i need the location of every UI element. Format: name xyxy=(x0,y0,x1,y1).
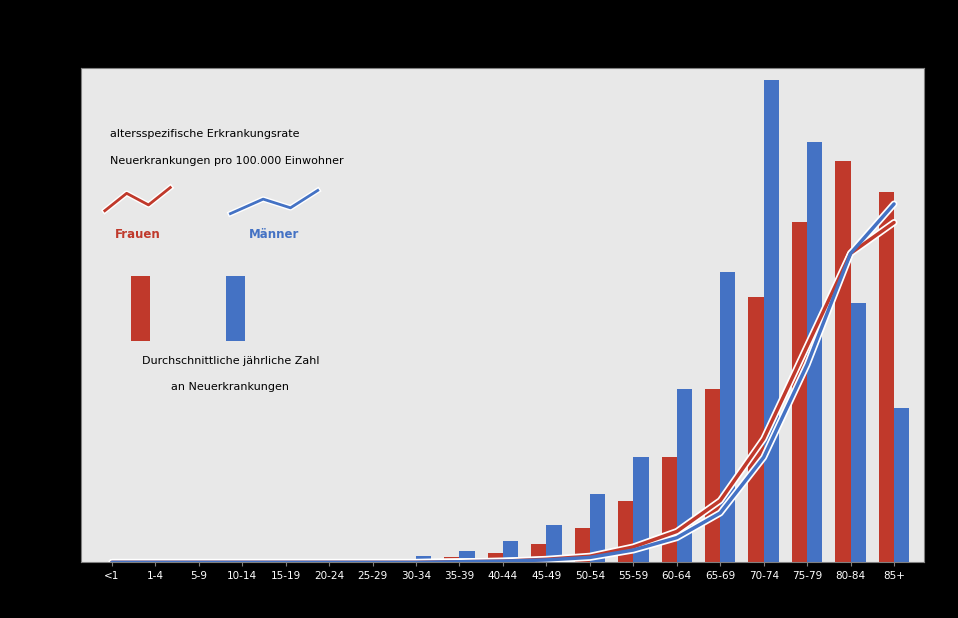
Bar xyxy=(808,142,822,562)
Bar xyxy=(546,525,561,562)
Text: Neuerkrankungen pro 100.000 Einwohner: Neuerkrankungen pro 100.000 Einwohner xyxy=(110,156,344,166)
Text: Männer: Männer xyxy=(249,228,299,241)
Bar xyxy=(720,272,736,562)
Bar xyxy=(488,553,503,562)
Bar xyxy=(460,551,475,562)
Bar xyxy=(894,408,909,562)
Text: altersspezifische Erkrankungsrate: altersspezifische Erkrankungsrate xyxy=(110,129,300,140)
Bar xyxy=(400,561,416,562)
Text: an Neuerkrankungen: an Neuerkrankungen xyxy=(171,382,289,392)
Bar xyxy=(416,556,431,562)
Bar xyxy=(705,389,720,562)
Bar xyxy=(226,276,245,341)
Bar xyxy=(590,494,605,562)
Bar xyxy=(373,559,388,562)
Text: Frauen: Frauen xyxy=(115,228,160,241)
Bar xyxy=(851,303,866,562)
Bar xyxy=(792,222,808,562)
Bar xyxy=(676,389,692,562)
Bar xyxy=(633,457,649,562)
Bar xyxy=(445,557,460,562)
Bar xyxy=(503,541,518,562)
Text: Durchschnittliche jährliche Zahl: Durchschnittliche jährliche Zahl xyxy=(142,356,319,366)
Bar xyxy=(878,192,894,562)
Bar xyxy=(662,457,676,562)
Bar xyxy=(575,528,590,562)
Bar xyxy=(531,544,546,562)
Bar xyxy=(618,501,633,562)
Bar xyxy=(130,276,149,341)
Bar xyxy=(835,161,851,562)
Bar xyxy=(764,80,779,562)
Bar xyxy=(748,297,764,562)
